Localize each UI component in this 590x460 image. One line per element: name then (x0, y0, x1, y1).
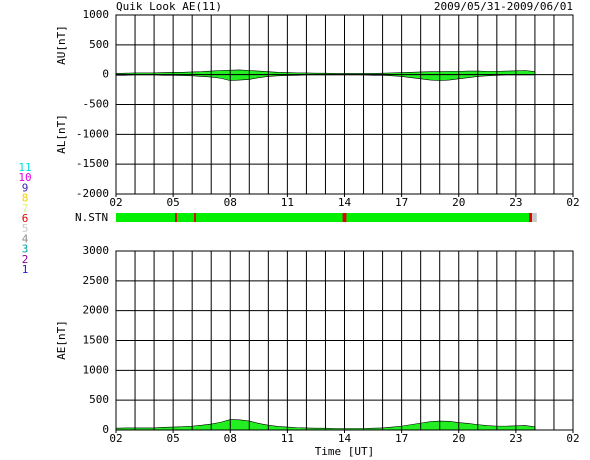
x-tick-label: 02 (566, 432, 579, 445)
y-tick-label: 2500 (83, 274, 110, 287)
y-tick-label: 1500 (83, 334, 110, 347)
y-tick-label: 500 (89, 393, 109, 406)
y-axis-label: AE[nT] (55, 320, 68, 360)
y-tick-label: 500 (89, 38, 109, 51)
x-tick-label: 14 (338, 196, 352, 209)
y-tick-label: -1000 (76, 127, 109, 140)
x-tick-label: 11 (281, 432, 294, 445)
station-label: 3 (22, 243, 29, 256)
x-tick-label: 02 (566, 196, 579, 209)
nstn-label: N.STN (75, 211, 108, 224)
y-tick-label: -1500 (76, 157, 109, 170)
y-tick-label: -2000 (76, 187, 109, 200)
nstn-segment (342, 213, 347, 222)
y-axis-label: AU[nT] (55, 25, 68, 65)
station-label: 4 (22, 232, 29, 245)
y-tick-label: 0 (102, 68, 109, 81)
x-axis-label: Time [UT] (315, 445, 375, 458)
nstn-segment (532, 213, 537, 222)
x-tick-label: 08 (224, 432, 237, 445)
title: Quik Look AE(11) (116, 0, 222, 13)
x-tick-label: 05 (167, 196, 180, 209)
x-tick-label: 20 (452, 196, 465, 209)
plot-frame (115, 250, 574, 431)
y-tick-label: -500 (83, 98, 110, 111)
x-tick-label: 02 (109, 196, 122, 209)
plot-frame (115, 14, 574, 195)
nstn-segment (529, 213, 533, 222)
station-label: 6 (22, 212, 29, 225)
station-label: 9 (22, 181, 29, 194)
x-tick-label: 20 (452, 432, 465, 445)
nstn-segment (175, 213, 177, 222)
y-tick-label: 1000 (83, 363, 110, 376)
area (115, 69, 536, 75)
station-label: 7 (22, 202, 29, 215)
area (115, 419, 536, 431)
x-tick-label: 23 (509, 432, 522, 445)
y-tick-label: 1000 (83, 8, 110, 21)
nstn-segment (116, 213, 532, 222)
y-tick-label: 0 (102, 423, 109, 436)
x-tick-label: 17 (395, 196, 408, 209)
x-tick-label: 05 (167, 432, 180, 445)
x-tick-label: 17 (395, 432, 408, 445)
nstn-segment (194, 213, 196, 222)
date-range: 2009/05/31-2009/06/01 (434, 0, 573, 13)
x-tick-label: 23 (509, 196, 522, 209)
x-tick-label: 02 (109, 432, 122, 445)
station-label: 10 (18, 171, 31, 184)
x-tick-label: 14 (338, 432, 352, 445)
station-label: 11 (18, 161, 31, 174)
station-label: 8 (22, 192, 29, 205)
station-label: 2 (22, 253, 29, 266)
y-tick-label: 2000 (83, 304, 110, 317)
station-label: 5 (22, 222, 29, 235)
x-tick-label: 11 (281, 196, 294, 209)
y-axis-label: AL[nT] (55, 114, 68, 154)
y-tick-label: 3000 (83, 244, 110, 257)
station-label: 1 (22, 263, 29, 276)
x-tick-label: 08 (224, 196, 237, 209)
